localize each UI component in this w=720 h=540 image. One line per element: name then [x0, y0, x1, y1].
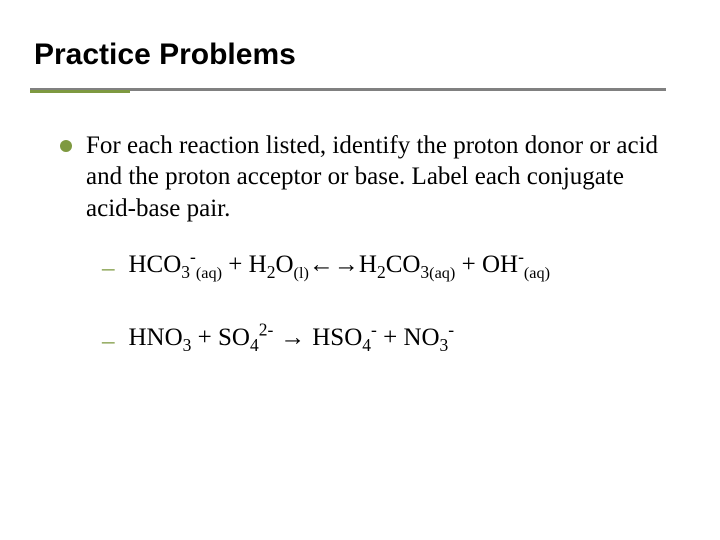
bullet-text: For each reaction listed, identify the p…	[86, 130, 680, 224]
reaction-2: HNO3 + SO42- → HSO4- + NO3-	[129, 325, 455, 350]
reaction-item-1: – HCO3-(aq) + H2O(l)←→H2CO3(aq) + OH-(aq…	[102, 252, 680, 281]
bullet-item: For each reaction listed, identify the p…	[60, 130, 680, 224]
title-underline-accent	[30, 90, 130, 93]
sub-list: – HCO3-(aq) + H2O(l)←→H2CO3(aq) + OH-(aq…	[102, 252, 680, 354]
page-title: Practice Problems	[34, 38, 296, 72]
bullet-disc-icon	[60, 140, 72, 152]
double-arrow-icon: ←→	[309, 250, 359, 278]
dash-icon: –	[102, 256, 115, 281]
reaction-item-2: – HNO3 + SO42- → HSO4- + NO3-	[102, 325, 680, 354]
dash-icon: –	[102, 329, 115, 354]
content-area: For each reaction listed, identify the p…	[60, 130, 680, 398]
right-arrow-icon: →	[273, 323, 312, 351]
reaction-1: HCO3-(aq) + H2O(l)←→H2CO3(aq) + OH-(aq)	[129, 252, 551, 277]
